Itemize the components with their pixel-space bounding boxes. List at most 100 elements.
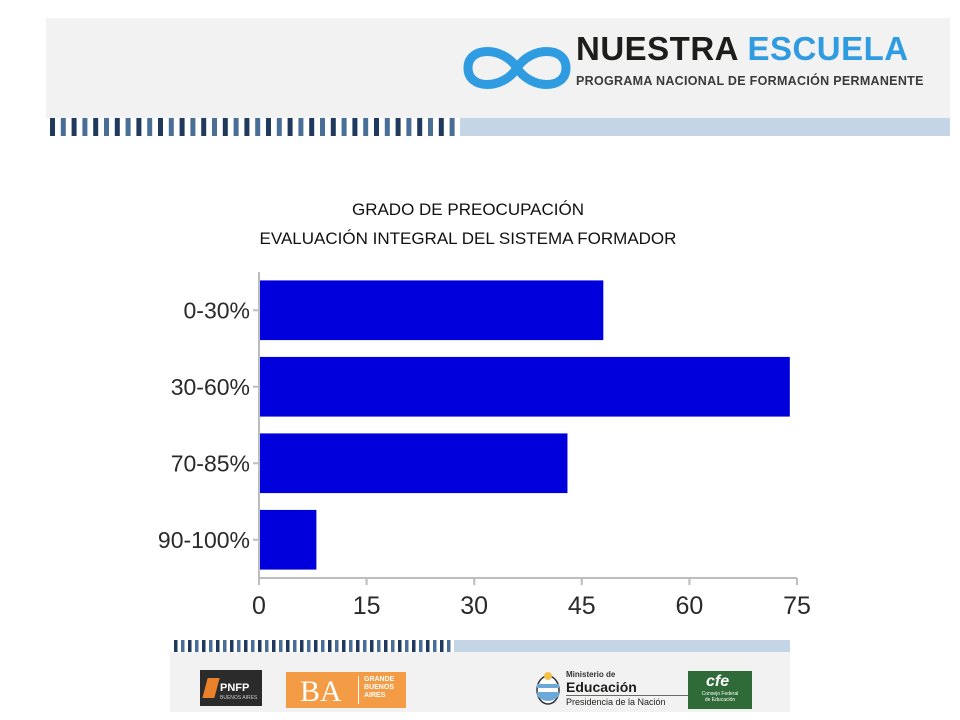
stripe-tick	[209, 640, 213, 652]
stripe-tick	[125, 118, 131, 136]
x-tick-label: 15	[353, 592, 381, 620]
stripe-tick	[179, 118, 185, 136]
stripe-tick	[447, 640, 451, 652]
x-tick-label: 30	[460, 592, 488, 620]
ministerio-logo: Ministerio de Educación Presidencia de l…	[534, 668, 692, 710]
stripe-tick	[266, 118, 271, 136]
stripe-tick	[293, 640, 297, 652]
stripe-tick	[174, 640, 178, 652]
stripe-tick	[71, 118, 77, 136]
stripe-tick	[202, 640, 206, 652]
stripe-tick	[419, 640, 423, 652]
stripe-tick	[181, 640, 185, 652]
stripe-tick	[188, 640, 192, 652]
chart-subtitle: EVALUACIÓN INTEGRAL DEL SISTEMA FORMADOR	[259, 229, 677, 248]
ministerio-rule	[566, 695, 692, 696]
stripe-divider-top	[50, 118, 950, 136]
ministerio-line2: Educación	[566, 679, 637, 695]
brand-subtitle: PROGRAMA NACIONAL DE FORMACIÓN PERMANENT…	[576, 74, 924, 88]
stripe-tick	[384, 118, 390, 136]
stripe-tick	[147, 118, 153, 136]
stripe-tick	[60, 118, 66, 136]
stripe-tick	[426, 640, 430, 652]
x-tick-label: 75	[783, 592, 811, 620]
stripe-tick	[82, 118, 88, 136]
stripe-tick	[233, 118, 239, 136]
stripe-tick	[428, 118, 433, 136]
stripe-tick	[276, 118, 282, 136]
ba-divider	[358, 676, 359, 704]
cfe-logo: cfe Consejo Federal de Educación	[688, 671, 752, 709]
stripe-tick	[114, 118, 120, 136]
y-tick-label: 0-30%	[184, 297, 250, 323]
stripe-tick	[374, 118, 379, 136]
stripe-tick	[363, 118, 369, 136]
stripe-tick	[349, 640, 353, 652]
stripe-tick	[328, 640, 332, 652]
stripe-tick	[212, 118, 217, 136]
stripe-tick	[356, 640, 360, 652]
stripe-tick	[251, 640, 255, 652]
ba-logo: BA GRANDE BUENOS AIRES	[286, 672, 406, 708]
stripe-tick	[335, 640, 339, 652]
national-shield-icon	[536, 672, 560, 705]
brand-title: NUESTRA ESCUELA	[576, 30, 909, 68]
ba-sublabel: GRANDE BUENOS AIRES	[364, 676, 395, 699]
stripe-tick	[384, 640, 388, 652]
pnfp-mark-icon	[202, 678, 220, 698]
stripe-tick	[449, 118, 455, 136]
stripe-tick	[158, 118, 163, 136]
stripe-tick	[265, 640, 269, 652]
pnfp-logo: PNFP BUENOS AIRES	[200, 670, 262, 706]
x-tick-label: 60	[675, 592, 703, 620]
ba-label: BA	[300, 675, 342, 708]
stripe-tick	[195, 640, 199, 652]
stripe-tick	[341, 118, 347, 136]
stripe-tick	[320, 118, 325, 136]
y-tick-label: 70-85%	[171, 450, 250, 476]
header-banner: NUESTRA ESCUELA PROGRAMA NACIONAL DE FOR…	[46, 18, 950, 118]
stripe-tick	[287, 118, 293, 136]
stripe-tick	[352, 118, 358, 136]
stripe-divider-bottom	[174, 640, 790, 652]
stripe-tick	[342, 640, 346, 652]
stripe-tick	[412, 640, 416, 652]
bar	[259, 433, 568, 494]
stripe-tick	[391, 640, 395, 652]
cfe-sublabel: Consejo Federal de Educación	[701, 691, 739, 703]
stripe-tick	[50, 118, 55, 136]
stripe-tick	[286, 640, 290, 652]
stripe-tick	[230, 640, 234, 652]
stripe-tick	[93, 118, 99, 136]
brand-word-2: ESCUELA	[747, 30, 909, 67]
y-tick-label: 90-100%	[158, 527, 250, 553]
stripe-tick	[298, 118, 304, 136]
pnfp-sublabel: BUENOS AIRES	[220, 695, 258, 701]
stripe-tick	[433, 640, 437, 652]
stripe-tick	[222, 118, 228, 136]
stripe-tick	[279, 640, 283, 652]
infinity-logo-icon	[463, 47, 571, 89]
cfe-label: cfe	[706, 673, 730, 690]
y-tick-label: 30-60%	[171, 374, 250, 400]
brand-word-1: NUESTRA	[576, 30, 738, 67]
stripe-tick	[223, 640, 227, 652]
stripe-tick	[216, 640, 220, 652]
stripe-tick	[168, 118, 174, 136]
stripe-tick	[258, 640, 262, 652]
stripe-tick	[300, 640, 304, 652]
ministerio-line3: Presidencia de la Nación	[566, 697, 666, 707]
stripe-tick	[377, 640, 381, 652]
stripe-tick	[237, 640, 241, 652]
stripe-tick	[440, 640, 444, 652]
stripe-tick	[314, 640, 318, 652]
stripe-tick	[104, 118, 109, 136]
stripe-tick	[272, 640, 276, 652]
bar	[259, 280, 604, 341]
stripe-tick	[309, 118, 315, 136]
stripe-tick	[363, 640, 367, 652]
stripe-tick	[244, 640, 248, 652]
stripe-tick	[405, 640, 409, 652]
stripe-tick	[370, 640, 374, 652]
chart-title: GRADO DE PREOCUPACIÓN	[351, 200, 585, 219]
